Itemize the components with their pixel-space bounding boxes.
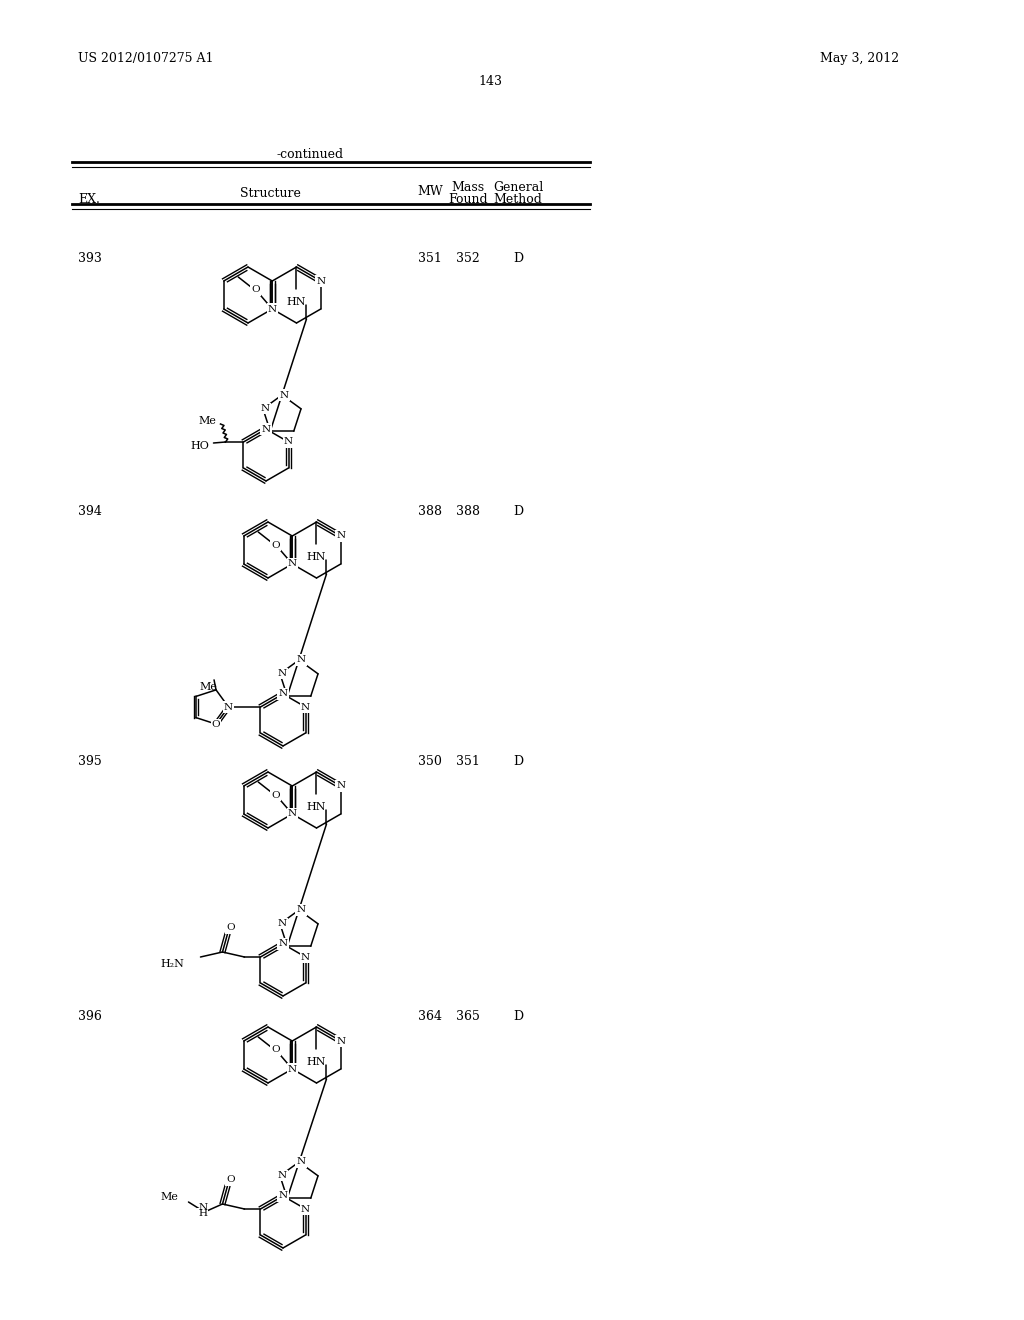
Text: N: N	[288, 1064, 297, 1073]
Text: N: N	[279, 689, 288, 698]
Text: N: N	[301, 702, 310, 711]
Text: N: N	[336, 1036, 345, 1045]
Text: N: N	[316, 276, 326, 285]
Text: O: O	[271, 540, 280, 549]
Text: O: O	[226, 1176, 234, 1184]
Text: N: N	[296, 1158, 305, 1167]
Text: 351: 351	[418, 252, 442, 265]
Text: Me: Me	[199, 416, 216, 426]
Text: H: H	[198, 1209, 207, 1218]
Text: N: N	[224, 702, 233, 711]
Text: -continued: -continued	[276, 148, 344, 161]
Text: 143: 143	[478, 75, 502, 88]
Text: N: N	[296, 906, 305, 915]
Text: EX.: EX.	[78, 193, 100, 206]
Text: Method: Method	[494, 193, 543, 206]
Text: General: General	[493, 181, 543, 194]
Text: May 3, 2012: May 3, 2012	[820, 51, 899, 65]
Text: O: O	[226, 924, 234, 932]
Text: O: O	[271, 1045, 280, 1055]
Text: N: N	[279, 940, 288, 949]
Text: Me: Me	[161, 1192, 178, 1203]
Text: 351: 351	[456, 755, 480, 768]
Text: N: N	[260, 404, 269, 413]
Text: 350: 350	[418, 755, 442, 768]
Text: N: N	[278, 669, 287, 678]
Text: Found: Found	[449, 193, 487, 206]
Text: N: N	[301, 1204, 310, 1213]
Text: N: N	[279, 1192, 288, 1200]
Text: 396: 396	[78, 1010, 101, 1023]
Text: N: N	[199, 1204, 208, 1213]
Text: H₂N: H₂N	[161, 960, 184, 969]
Text: N: N	[296, 656, 305, 664]
Text: N: N	[288, 560, 297, 569]
Text: HN: HN	[306, 803, 326, 812]
Text: O: O	[212, 719, 220, 729]
Text: N: N	[261, 425, 270, 433]
Text: O: O	[251, 285, 259, 294]
Text: 352: 352	[456, 252, 480, 265]
Text: 394: 394	[78, 506, 101, 517]
Text: 364: 364	[418, 1010, 442, 1023]
Text: HO: HO	[190, 441, 209, 451]
Text: 393: 393	[78, 252, 101, 265]
Text: N: N	[278, 1171, 287, 1180]
Text: N: N	[301, 953, 310, 961]
Text: HN: HN	[306, 1057, 326, 1067]
Text: 388: 388	[456, 506, 480, 517]
Text: N: N	[284, 437, 293, 446]
Text: D: D	[513, 252, 523, 265]
Text: US 2012/0107275 A1: US 2012/0107275 A1	[78, 51, 213, 65]
Text: HN: HN	[287, 297, 306, 308]
Text: HN: HN	[306, 552, 326, 562]
Text: D: D	[513, 755, 523, 768]
Text: 395: 395	[78, 755, 101, 768]
Text: N: N	[288, 809, 297, 818]
Text: N: N	[267, 305, 276, 314]
Text: MW: MW	[417, 185, 442, 198]
Text: O: O	[271, 791, 280, 800]
Text: 365: 365	[456, 1010, 480, 1023]
Text: N: N	[280, 391, 289, 400]
Text: D: D	[513, 1010, 523, 1023]
Text: 388: 388	[418, 506, 442, 517]
Text: N: N	[278, 919, 287, 928]
Text: N: N	[336, 781, 345, 791]
Text: Me: Me	[199, 682, 217, 692]
Text: Mass: Mass	[452, 181, 484, 194]
Text: N: N	[336, 532, 345, 540]
Text: Structure: Structure	[240, 187, 300, 201]
Text: D: D	[513, 506, 523, 517]
